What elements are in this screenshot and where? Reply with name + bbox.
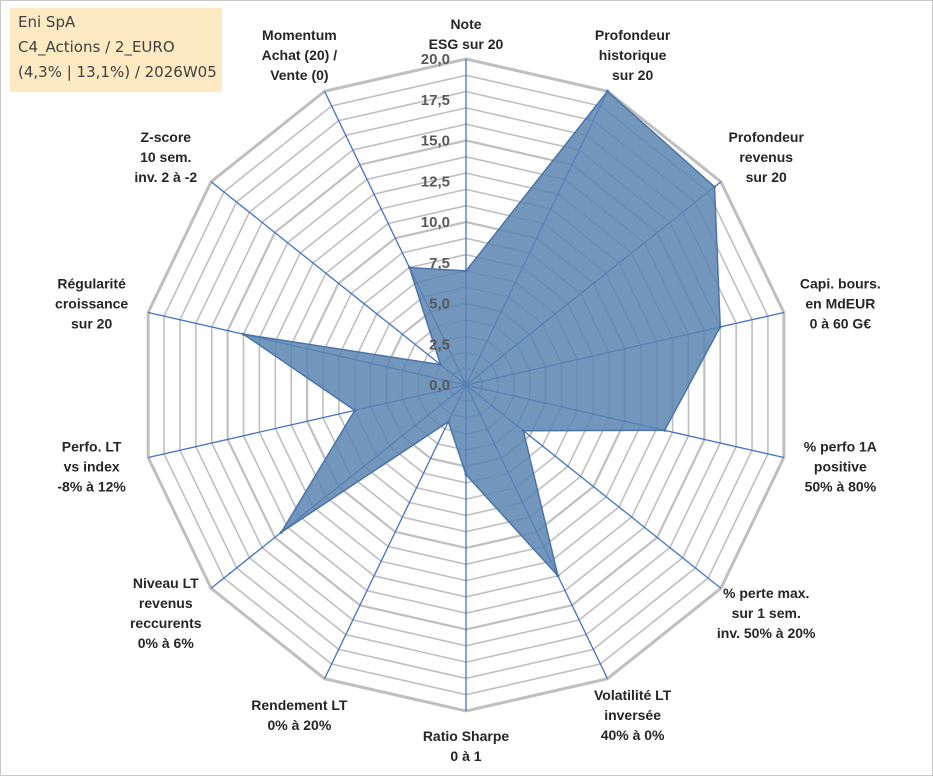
axis-label: Profondeur historique sur 20 <box>595 27 671 83</box>
axis-label-line: Perfo. LT <box>62 438 122 454</box>
data-point <box>446 420 450 424</box>
axis-label-line: -8% à 12% <box>57 478 126 494</box>
axis-label-line: sur 20 <box>71 316 112 332</box>
axis-label-line: sur 20 <box>612 67 653 83</box>
radar-axis-labels: Note ESG sur 20 Profondeur historique sur 20… <box>55 16 881 764</box>
chart-title: Eni SpA <box>18 13 76 31</box>
axis-label: Momentum Achat (20) / Vente (0) <box>262 27 338 83</box>
axis-label-line: Niveau LT <box>133 575 199 591</box>
axis-label-line: sur 1 sem. <box>732 605 801 621</box>
axis-label-line: Régularité <box>57 276 126 292</box>
axis-label: Volatilité LT inversée 40% à 0% <box>594 687 672 743</box>
axis-label: % perte max. sur 1 sem. inv. 50% à 20% <box>717 585 816 641</box>
axis-label-line: Achat (20) / <box>262 47 338 63</box>
axis-label-line: positive <box>814 458 867 474</box>
data-point <box>353 408 357 412</box>
radar-series <box>242 89 722 578</box>
axis-label: Note ESG sur 20 <box>429 16 504 52</box>
data-point <box>279 530 283 534</box>
axis-label: Profondeur revenus sur 20 <box>728 129 804 185</box>
radial-tick-label: 2,5 <box>429 336 450 353</box>
data-point <box>464 473 468 477</box>
chart-subtitle-line: (4,3% | 13,1%) / 2026W05 <box>18 63 217 81</box>
axis-label-line: en MdEUR <box>805 296 875 312</box>
axis-label-line: ESG sur 20 <box>429 36 504 52</box>
data-point <box>521 429 525 433</box>
axis-label: Z-score 10 sem. inv. 2 à -2 <box>134 129 197 185</box>
axis-label-line: Profondeur <box>595 27 671 43</box>
radial-tick-label: 5,0 <box>429 296 450 313</box>
axis-label-line: 40% à 0% <box>601 727 665 743</box>
data-point <box>407 266 411 270</box>
chart-subtitle-line: C4_Actions / 2_EURO <box>18 38 175 56</box>
axis-label: Niveau LT revenus reccurents 0% à 6% <box>130 575 202 651</box>
axis-label-line: 10 sem. <box>140 149 191 165</box>
axis-label-line: Z-score <box>140 129 191 145</box>
axis-label-line: 0 à 1 <box>450 748 481 764</box>
axis-label: % perfo 1A positive 50% à 80% <box>804 438 877 494</box>
radial-tick-label: 0,0 <box>429 377 450 394</box>
data-point <box>439 363 443 367</box>
radial-tick-label: 7,5 <box>429 255 450 272</box>
axis-spoke <box>323 384 467 679</box>
axis-label: Perfo. LT vs index -8% à 12% <box>57 438 126 494</box>
data-point <box>605 89 609 93</box>
axis-label-line: Note <box>450 16 481 32</box>
axis-label-line: Ratio Sharpe <box>423 728 510 744</box>
axis-label: Rendement LT 0% à 20% <box>251 697 348 733</box>
axis-label-line: sur 20 <box>746 169 787 185</box>
radial-tick-label: 20,0 <box>421 51 450 68</box>
data-point <box>718 325 722 329</box>
axis-label-line: inversée <box>604 707 661 723</box>
axis-label-line: Capi. bours. <box>800 276 881 292</box>
axis-label: Ratio Sharpe 0 à 1 <box>423 728 510 764</box>
data-point <box>242 332 246 336</box>
data-point <box>713 185 717 189</box>
axis-label-line: 0% à 20% <box>267 717 331 733</box>
radial-tick-label: 15,0 <box>421 133 450 150</box>
axis-label-line: croissance <box>55 296 128 312</box>
data-point <box>556 574 560 578</box>
axis-label-line: inv. 2 à -2 <box>134 169 197 185</box>
axis-label-line: Profondeur <box>728 129 804 145</box>
axis-label-line: revenus <box>739 149 793 165</box>
chart-info-box: Eni SpA C4_Actions / 2_EURO (4,3% | 13,1… <box>10 8 222 92</box>
radial-tick-label: 12,5 <box>421 173 450 190</box>
axis-label-line: Rendement LT <box>251 697 348 713</box>
axis-label-line: inv. 50% à 20% <box>717 625 816 641</box>
data-point <box>663 428 667 432</box>
radial-tick-label: 17,5 <box>421 92 450 109</box>
axis-label-line: Momentum <box>262 27 337 43</box>
axis-label-line: % perfo 1A <box>804 438 877 454</box>
axis-label-line: % perte max. <box>723 585 809 601</box>
axis-label-line: Vente (0) <box>270 67 328 83</box>
axis-label-line: vs index <box>64 458 120 474</box>
axis-label-line: 0 à 60 G€ <box>810 316 872 332</box>
data-point <box>464 269 468 273</box>
radar-tick-labels: 0,0 2,5 5,0 7,5 10,0 12,5 15,0 17,5 20,0 <box>421 51 450 394</box>
axis-label-line: reccurents <box>130 615 202 631</box>
radial-tick-label: 10,0 <box>421 214 450 231</box>
axis-label: Capi. bours. en MdEUR 0 à 60 G€ <box>800 276 881 332</box>
axis-label-line: Volatilité LT <box>594 687 672 703</box>
axis-spoke <box>210 181 467 386</box>
axis-label-line: revenus <box>139 595 193 611</box>
axis-label: Régularité croissance sur 20 <box>55 276 128 332</box>
axis-label-line: 0% à 6% <box>138 635 195 651</box>
axis-label-line: 50% à 80% <box>805 478 877 494</box>
axis-label-line: historique <box>599 47 667 63</box>
